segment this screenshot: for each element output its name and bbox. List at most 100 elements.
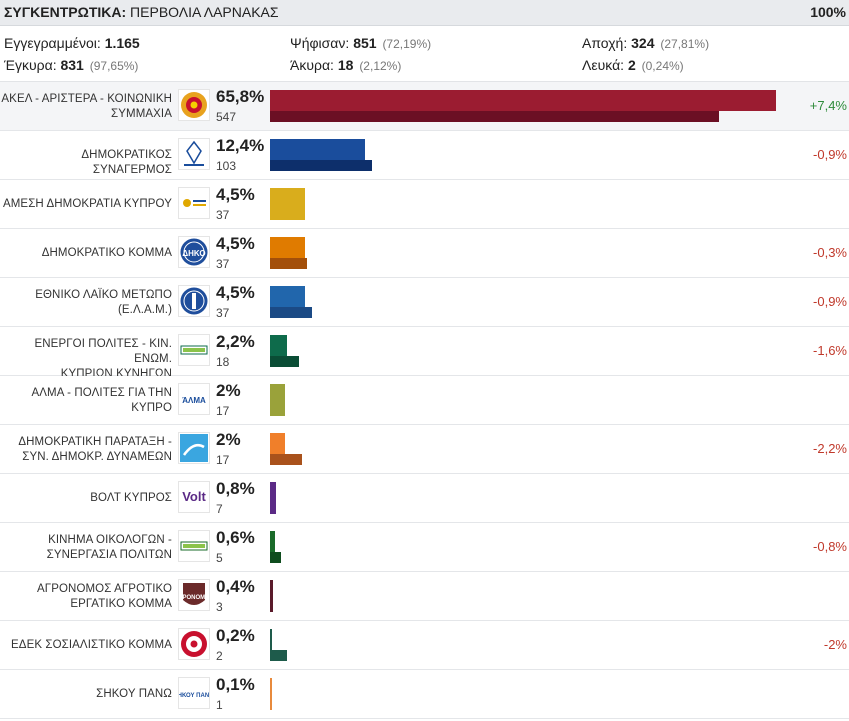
svg-text:ΆΛΜΑ: ΆΛΜΑ xyxy=(182,396,206,405)
party-name: ΔΗΜΟΚΡΑΤΙΚΟΣ ΣΥΝΑΓΕΡΜΟΣ xyxy=(0,148,172,178)
vote-change: -2,2% xyxy=(813,441,847,456)
party-row[interactable]: ΔΗΜΟΚΡΑΤΙΚΗ ΠΑΡΑΤΑΞΗ - ΣΥΝ. ΔΗΜΟΚΡ. ΔΥΝΑΜ… xyxy=(0,425,849,474)
vote-percent: 4,5% xyxy=(216,234,255,253)
alma-logo: ΆΛΜΑ xyxy=(182,396,206,405)
party-name: ΑΚΕΛ - ΑΡΙΣΤΕΡΑ - ΚΟΙΝΩΝΙΚΗ ΣΥΜΜΑΧΙΑ xyxy=(0,92,172,122)
vote-count: 547 xyxy=(216,110,237,124)
vote-change: +7,4% xyxy=(809,98,847,113)
party-row[interactable]: ΒΟΛΤ ΚΥΠΡΟΣ Volt 0,8% 7 xyxy=(0,474,849,523)
akel-logo xyxy=(181,92,207,118)
previous-result-bar xyxy=(270,258,307,269)
party-row[interactable]: ΕΝΕΡΓΟΙ ΠΟΛΙΤΕΣ - ΚΙΝ. ΕΝΩΜ. ΚΥΠΡΙΩΝ ΚΥΝΗ… xyxy=(0,327,849,380)
current-result-bar xyxy=(270,90,776,111)
vote-change: -2% xyxy=(823,637,847,652)
party-row[interactable]: ΕΔΕΚ ΣΟΣΙΑΛΙΣΤΙΚΟ ΚΟΜΜΑ 0,2% 2 -2% xyxy=(0,621,849,670)
party-name-line: ΣΥΝ. ΔΗΜΟΚΡ. ΔΥΝΑΜΕΩΝ xyxy=(22,451,172,463)
ecologists-logo xyxy=(180,541,208,551)
party-name-line: ΣΥΜΜΑΧΙΑ xyxy=(111,108,172,120)
party-row[interactable]: ΑΚΕΛ - ΑΡΙΣΤΕΡΑ - ΚΟΙΝΩΝΙΚΗ ΣΥΜΜΑΧΙΑ 65,8%… xyxy=(0,82,849,131)
diko-logo: ΔΗΚΟ xyxy=(180,238,208,266)
current-result-bar xyxy=(270,286,305,307)
party-logo xyxy=(178,530,210,562)
current-result-bar xyxy=(270,335,287,356)
elam-logo xyxy=(180,287,208,315)
blank-stat: Λευκά: 2 (0,24%) xyxy=(582,57,684,73)
party-name: ΑΓΡΟΝΟΜΟΣ ΑΓΡΟΤΙΚΟ ΕΡΓΑΤΙΚΟ ΚΟΜΜΑ xyxy=(0,582,172,612)
vote-count: 18 xyxy=(216,355,230,369)
agronomos-logo: ΑΓΡΟΝΟΜΟΣ xyxy=(179,583,209,605)
party-row[interactable]: ΔΗΜΟΚΡΑΤΙΚΟ ΚΟΜΜΑ ΔΗΚΟ 4,5% 37 -0,3% xyxy=(0,229,849,278)
party-logo xyxy=(178,432,210,464)
vote-count: 5 xyxy=(216,551,223,565)
previous-result-bar xyxy=(270,111,720,122)
abstention-stat: Αποχή: 324 (27,81%) xyxy=(582,35,710,51)
party-name-line: ΔΗΜΟΚΡΑΤΙΚΟ ΚΟΜΜΑ xyxy=(41,247,172,259)
party-logo xyxy=(178,187,210,219)
party-logo xyxy=(178,89,210,121)
vote-percent: 0,1% xyxy=(216,675,255,694)
vote-percent: 0,6% xyxy=(216,528,255,547)
vote-count: 7 xyxy=(216,502,223,516)
vote-percent: 0,2% xyxy=(216,626,255,645)
vote-percent: 2% xyxy=(216,430,241,449)
party-logo: ΑΓΡΟΝΟΜΟΣ xyxy=(178,579,210,611)
previous-result-bar xyxy=(270,454,303,465)
party-name-line: ΑΓΡΟΝΟΜΟΣ ΑΓΡΟΤΙΚΟ xyxy=(37,583,172,595)
vote-count: 1 xyxy=(216,698,223,712)
party-name: ΕΔΕΚ ΣΟΣΙΑΛΙΣΤΙΚΟ ΚΟΜΜΑ xyxy=(0,638,172,653)
vote-change: -0,3% xyxy=(813,245,847,260)
previous-result-bar xyxy=(270,307,312,318)
party-row[interactable]: ΑΛΜΑ - ΠΟΛΙΤΕΣ ΓΙΑ ΤΗΝ ΚΥΠΡΟ ΆΛΜΑ 2% 17 xyxy=(0,376,849,425)
turnout-stats: Εγγεγραμμένοι: 1.165 Ψήφισαν: 851 (72,19… xyxy=(0,26,849,82)
disy-logo xyxy=(184,140,204,166)
energoi-logo xyxy=(180,345,208,355)
adk-logo xyxy=(183,199,206,207)
vote-count: 3 xyxy=(216,600,223,614)
sikou-pano-logo: ΣΗΚΟΥ ΠΑΝΩ xyxy=(179,693,209,699)
party-name-line: ΔΗΜΟΚΡΑΤΙΚΗ ΠΑΡΑΤΑΞΗ - xyxy=(18,436,172,448)
volt-logo: Volt xyxy=(182,489,206,504)
current-result-bar xyxy=(270,678,272,710)
vote-percent: 4,5% xyxy=(216,283,255,302)
party-name: ΑΛΜΑ - ΠΟΛΙΤΕΣ ΓΙΑ ΤΗΝ ΚΥΠΡΟ xyxy=(0,386,172,416)
party-row[interactable]: ΕΘΝΙΚΟ ΛΑΪΚΟ ΜΕΤΩΠΟ (Ε.Λ.Α.Μ.) 4,5% 37 -0,9% xyxy=(0,278,849,327)
party-name-line: ΚΙΝΗΜΑ ΟΙΚΟΛΟΓΩΝ - xyxy=(48,534,172,546)
previous-result-bar xyxy=(270,552,281,563)
current-result-bar xyxy=(270,531,275,552)
page-title: ΣΥΓΚΕΝΤΡΩΤΙΚΑ: ΠΕΡΒΟΛΙΑ ΛΑΡΝΑΚΑΣ xyxy=(4,4,279,20)
party-name-line: (Ε.Λ.Α.Μ.) xyxy=(117,304,172,316)
current-result-bar xyxy=(270,384,286,416)
svg-text:ΑΓΡΟΝΟΜΟΣ: ΑΓΡΟΝΟΜΟΣ xyxy=(179,595,209,601)
party-name-line: ΕΘΝΙΚΟ ΛΑΪΚΟ ΜΕΤΩΠΟ xyxy=(35,289,172,301)
party-name: ΔΗΜΟΚΡΑΤΙΚΗ ΠΑΡΑΤΑΞΗ - ΣΥΝ. ΔΗΜΟΚΡ. ΔΥΝΑΜ… xyxy=(0,435,172,465)
party-name: ΕΘΝΙΚΟ ΛΑΪΚΟ ΜΕΤΩΠΟ (Ε.Λ.Α.Μ.) xyxy=(0,288,172,318)
previous-result-bar xyxy=(270,160,373,171)
party-name-line: ΔΗΜΟΚΡΑΤΙΚΟΣ ΣΥΝΑΓΕΡΜΟΣ xyxy=(81,149,172,176)
dipa-logo xyxy=(180,434,208,462)
vote-count: 37 xyxy=(216,257,230,271)
party-logo xyxy=(178,285,210,317)
vote-count: 37 xyxy=(216,208,230,222)
party-row[interactable]: ΚΙΝΗΜΑ ΟΙΚΟΛΟΓΩΝ - ΣΥΝΕΡΓΑΣΙΑ ΠΟΛΙΤΩΝ 0,6%… xyxy=(0,523,849,572)
party-logo: ΣΗΚΟΥ ΠΑΝΩ xyxy=(178,677,210,709)
party-row[interactable]: ΑΜΕΣΗ ΔΗΜΟΚΡΑΤΙΑ ΚΥΠΡΟΥ 4,5% 37 xyxy=(0,180,849,229)
party-row[interactable]: ΣΗΚΟΥ ΠΑΝΩ ΣΗΚΟΥ ΠΑΝΩ 0,1% 1 xyxy=(0,670,849,719)
vote-change: -0,9% xyxy=(813,294,847,309)
edek-logo xyxy=(181,631,207,657)
party-name-line: ΚΥΠΡΟ xyxy=(131,402,172,414)
current-result-bar xyxy=(270,139,366,160)
party-name-line: ΑΚΕΛ - ΑΡΙΣΤΕΡΑ - ΚΟΙΝΩΝΙΚΗ xyxy=(1,93,172,105)
current-result-bar xyxy=(270,482,277,514)
current-result-bar xyxy=(270,580,274,612)
party-name-line: ΕΔΕΚ ΣΟΣΙΑΛΙΣΤΙΚΟ ΚΟΜΜΑ xyxy=(11,639,172,651)
party-name-line: ΕΡΓΑΤΙΚΟ ΚΟΜΜΑ xyxy=(70,598,172,610)
vote-percent: 2% xyxy=(216,381,241,400)
vote-percent: 0,4% xyxy=(216,577,255,596)
vote-percent: 4,5% xyxy=(216,185,255,204)
vote-count: 2 xyxy=(216,649,223,663)
party-row[interactable]: ΔΗΜΟΚΡΑΤΙΚΟΣ ΣΥΝΑΓΕΡΜΟΣ 12,4% 103 -0,9% xyxy=(0,131,849,180)
previous-result-bar xyxy=(270,650,287,661)
voted-stat: Ψήφισαν: 851 (72,19%) xyxy=(290,35,432,51)
svg-text:Volt: Volt xyxy=(182,489,206,504)
